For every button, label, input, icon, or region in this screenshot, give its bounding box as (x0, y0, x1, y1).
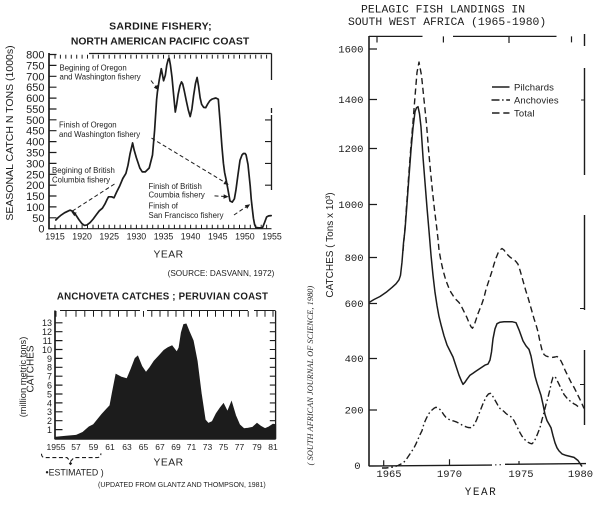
svg-text:(SOURCE: DASVANN, 1972): (SOURCE: DASVANN, 1972) (168, 269, 275, 278)
svg-text:1965: 1965 (376, 469, 401, 481)
svg-text:SARDINE FISHERY;: SARDINE FISHERY; (109, 21, 212, 33)
svg-text:59: 59 (89, 442, 99, 452)
svg-text:200: 200 (345, 406, 364, 418)
svg-text:10: 10 (42, 345, 52, 355)
svg-text:4: 4 (47, 398, 52, 408)
svg-text:150: 150 (26, 191, 44, 203)
svg-text:0: 0 (354, 461, 360, 473)
svg-text:Total: Total (514, 108, 535, 119)
svg-text:600: 600 (26, 93, 44, 105)
svg-text:Finish of British: Finish of British (149, 182, 202, 191)
svg-text:250: 250 (26, 169, 44, 181)
svg-text:350: 350 (26, 148, 44, 160)
svg-text:8: 8 (47, 363, 52, 373)
svg-text:600: 600 (345, 299, 364, 311)
svg-text:400: 400 (345, 354, 364, 366)
svg-text:500: 500 (26, 115, 44, 127)
svg-text:750: 750 (26, 60, 44, 72)
svg-text:0: 0 (38, 224, 44, 236)
svg-text:CATCHES ( Tons x 10³): CATCHES ( Tons x 10³) (325, 192, 336, 297)
svg-text:1950: 1950 (235, 232, 255, 242)
svg-text:( SOUTH AFRICAN JOURNAL OF SCI: ( SOUTH AFRICAN JOURNAL OF SCIENCE, 1980… (306, 286, 315, 466)
svg-text:11: 11 (43, 336, 52, 346)
svg-text:(million metric tons): (million metric tons) (18, 337, 28, 418)
svg-text:NORTH AMERICAN PACIFIC COAST: NORTH AMERICAN PACIFIC COAST (71, 37, 250, 48)
svg-text:100: 100 (26, 202, 44, 214)
svg-text:69: 69 (171, 442, 181, 452)
svg-text:800: 800 (345, 253, 364, 265)
svg-text:81: 81 (268, 442, 278, 452)
svg-text:400: 400 (26, 137, 44, 149)
svg-text:1955: 1955 (262, 232, 282, 242)
svg-text:550: 550 (26, 104, 44, 116)
svg-text:2: 2 (47, 416, 52, 426)
svg-text:7: 7 (47, 372, 52, 382)
svg-text:61: 61 (105, 442, 115, 452)
svg-text:YEAR: YEAR (153, 458, 183, 469)
svg-text:65: 65 (139, 442, 149, 452)
svg-text:(UPDATED FROM GLANTZ AND THOMP: (UPDATED FROM GLANTZ AND THOMPSON, 1981) (98, 482, 266, 489)
svg-text:YEAR: YEAR (465, 487, 497, 499)
svg-text:1980: 1980 (568, 469, 593, 481)
svg-text:and Washington fishery: and Washington fishery (59, 130, 140, 139)
svg-text:6: 6 (47, 381, 52, 391)
svg-text:Begining of Oregon: Begining of Oregon (60, 64, 127, 73)
svg-text:Finish of: Finish of (149, 202, 179, 211)
svg-text:75: 75 (219, 442, 229, 452)
svg-text:12: 12 (42, 327, 52, 337)
svg-text:PELAGIC FISH LANDINGS IN: PELAGIC FISH LANDINGS IN (361, 4, 525, 16)
svg-text:and Washington fishery: and Washington fishery (60, 73, 141, 82)
svg-text:800: 800 (26, 50, 44, 62)
svg-text:79: 79 (252, 442, 262, 452)
svg-text:1945: 1945 (208, 232, 228, 242)
svg-text:5: 5 (47, 389, 52, 399)
svg-text:SEASONAL CATCH N TONS (100: SEASONAL CATCH N TONS (1000s) (4, 45, 16, 220)
svg-text:•ESTIMATED ): •ESTIMATED ) (46, 468, 104, 478)
svg-text:Finish of Oregon: Finish of Oregon (59, 121, 117, 130)
svg-text:50: 50 (32, 213, 44, 225)
svg-text:450: 450 (26, 126, 44, 138)
svg-text:1400: 1400 (338, 95, 363, 107)
svg-text:ANCHOVETA CATCHES ; PERUVIAN C: ANCHOVETA CATCHES ; PERUVIAN COAST (57, 291, 268, 302)
svg-text:Anchovies: Anchovies (514, 95, 559, 106)
svg-text:CATCHES: CATCHES (26, 345, 37, 392)
svg-text:1920: 1920 (72, 232, 92, 242)
svg-text:63: 63 (122, 442, 132, 452)
svg-text:1970: 1970 (437, 469, 462, 481)
svg-text:3: 3 (47, 407, 52, 417)
svg-text:1975: 1975 (508, 469, 533, 481)
svg-text:1935: 1935 (154, 232, 174, 242)
svg-text:Begining of British: Begining of British (52, 166, 115, 175)
svg-text:1: 1 (47, 425, 52, 435)
svg-text:Pilchards: Pilchards (514, 82, 554, 93)
svg-text:650: 650 (26, 82, 44, 94)
svg-text:57: 57 (71, 442, 81, 452)
svg-text:200: 200 (26, 180, 44, 192)
svg-text:67: 67 (155, 442, 165, 452)
svg-text:77: 77 (235, 442, 245, 452)
svg-text:1000: 1000 (338, 200, 363, 212)
svg-text:1940: 1940 (181, 232, 201, 242)
svg-text:700: 700 (26, 71, 44, 83)
svg-text:1925: 1925 (99, 232, 119, 242)
svg-text:300: 300 (26, 158, 44, 170)
svg-text:1955: 1955 (47, 442, 66, 452)
svg-text:1200: 1200 (338, 144, 363, 156)
svg-text:9: 9 (47, 354, 52, 364)
svg-text:San Francisco fishery: San Francisco fishery (149, 211, 224, 220)
svg-text:Columbia fishery: Columbia fishery (52, 175, 110, 184)
svg-text:71: 71 (187, 442, 197, 452)
svg-text:1600: 1600 (338, 45, 363, 57)
svg-text:1930: 1930 (127, 232, 147, 242)
svg-text:13: 13 (42, 318, 52, 328)
svg-text:73: 73 (203, 442, 213, 452)
svg-text:YEAR: YEAR (153, 250, 183, 261)
svg-text:SOUTH WEST AFRICA (1965-1980): SOUTH WEST AFRICA (1965-1980) (348, 17, 546, 29)
svg-text:Coumbia fishery: Coumbia fishery (149, 190, 205, 199)
svg-text:1915: 1915 (45, 232, 65, 242)
